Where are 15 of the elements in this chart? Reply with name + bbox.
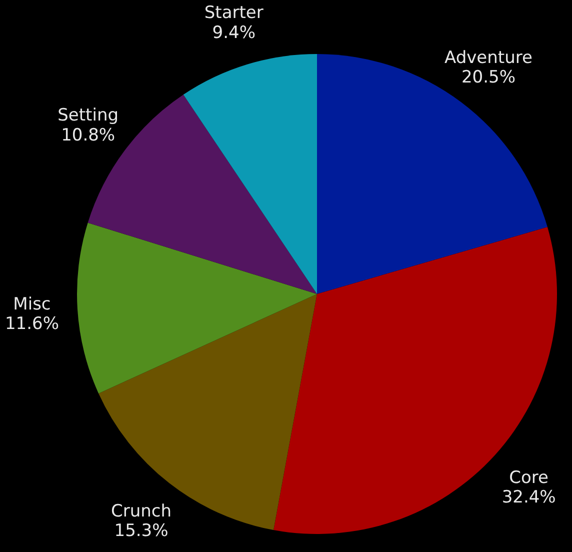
data-label: 32.4% xyxy=(502,488,556,508)
data-label: 20.5% xyxy=(461,68,516,88)
pie-slice xyxy=(77,222,317,394)
data-label: 15.3% xyxy=(114,521,168,542)
data-label: 9.4% xyxy=(212,22,256,43)
slice-label: Adventure xyxy=(444,48,532,68)
slice-label: Starter xyxy=(204,3,264,24)
data-label: 10.8% xyxy=(61,125,116,146)
slice-label: Core xyxy=(509,468,549,488)
pie-slice xyxy=(183,54,317,294)
slice-label: Setting xyxy=(58,106,119,126)
slice-label: Misc xyxy=(13,294,51,314)
slice-label: Crunch xyxy=(110,502,172,522)
pie-slice xyxy=(274,227,557,534)
data-label: 11.6% xyxy=(4,314,59,334)
